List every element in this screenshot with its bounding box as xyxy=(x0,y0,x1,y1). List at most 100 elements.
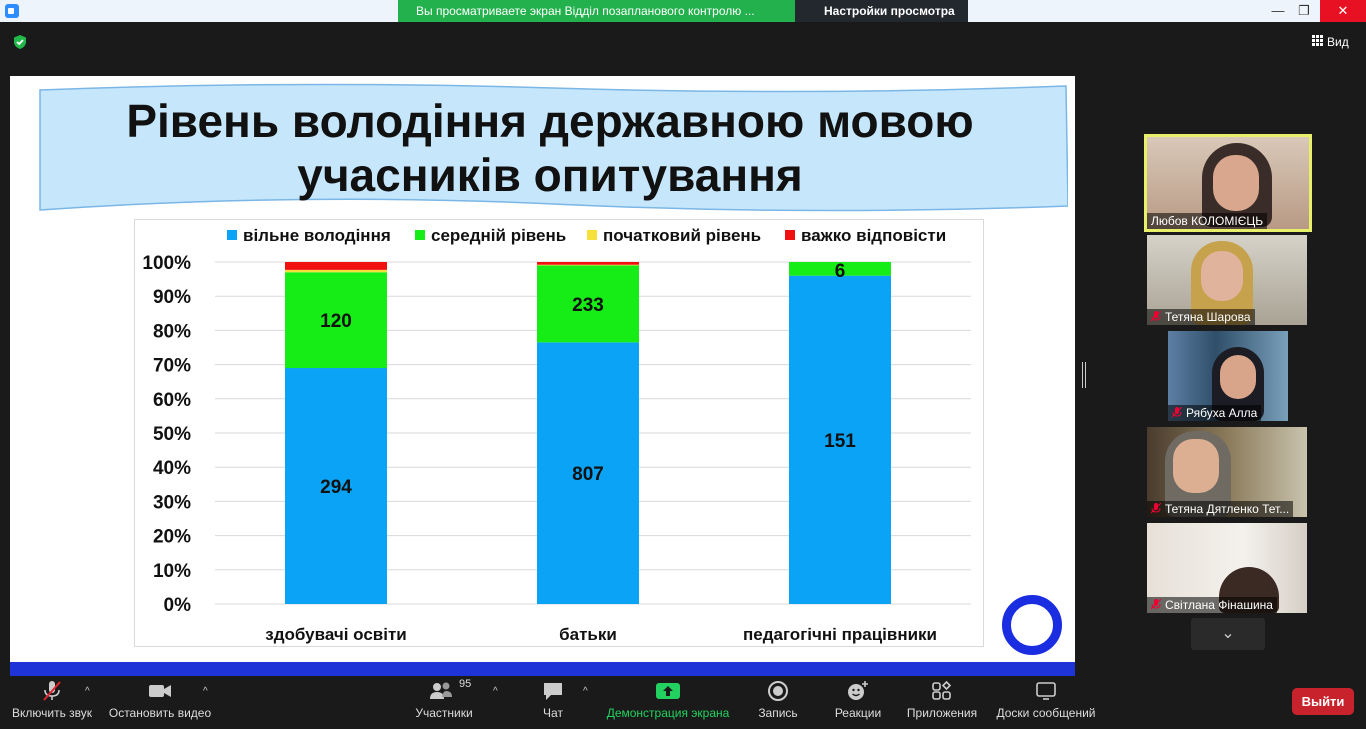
maximize-button[interactable]: ❐ xyxy=(1298,3,1310,18)
person-face xyxy=(1220,355,1256,399)
category-label: педагогічні працівники xyxy=(743,625,937,644)
data-label: 294 xyxy=(320,477,352,498)
participant-tile[interactable]: Тетяна Дятленко Тет... xyxy=(1147,427,1307,517)
audio-options-caret-icon[interactable]: ^ xyxy=(85,686,90,697)
view-label: Вид xyxy=(1327,35,1349,49)
view-settings-dropdown[interactable]: Настройки просмотра ⌄ xyxy=(795,0,968,40)
participant-name: Рябуха Алла xyxy=(1168,405,1262,421)
bar-segment xyxy=(285,368,387,604)
participants-count: 95 xyxy=(459,678,472,690)
data-label: 151 xyxy=(824,431,856,452)
minimize-button[interactable]: — xyxy=(1271,3,1285,18)
legend-label: вільне володіння xyxy=(243,226,391,245)
y-tick-label: 20% xyxy=(153,527,191,548)
legend-label: важко відповісти xyxy=(801,226,946,245)
mic-muted-icon xyxy=(1151,503,1161,514)
y-tick-label: 90% xyxy=(153,287,191,308)
participants-button[interactable]: 95 Участники xyxy=(410,678,478,720)
stacked-bar-chart: 0% 10% 20% 30% 40% 50% 60% 70% 80% 90% 100% вільне … xyxy=(142,226,971,644)
legend-swatch xyxy=(587,230,597,240)
participant-name-text: Тетяна Шарова xyxy=(1165,310,1251,324)
slide-footer-bar xyxy=(10,662,1075,676)
mic-muted-icon xyxy=(1151,311,1161,322)
reactions-button[interactable]: Реакции xyxy=(830,680,886,720)
stop-video-button[interactable]: Остановить видео xyxy=(106,680,214,720)
slide-title-line2: учасників опитування xyxy=(297,149,803,201)
apps-icon xyxy=(932,680,952,700)
apps-button[interactable]: Приложения xyxy=(902,680,982,720)
y-tick-label: 0% xyxy=(164,595,192,616)
whiteboards-button[interactable]: Доски сообщений xyxy=(993,680,1099,720)
participant-tile[interactable]: Тетяна Шарова xyxy=(1147,235,1307,325)
bar-segment xyxy=(285,262,387,270)
participant-tile-active[interactable]: Любов КОЛОМІЄЦЬ xyxy=(1144,134,1312,232)
mic-muted-icon xyxy=(1151,599,1161,610)
window-titlebar: Вы просматриваете экран Відділ позаплано… xyxy=(0,0,1366,40)
person-face xyxy=(1173,439,1219,493)
y-tick-label: 30% xyxy=(153,492,191,513)
category-label: здобувачі освіти xyxy=(265,625,407,644)
zoom-app-icon xyxy=(5,4,19,18)
participants-options-caret-icon[interactable]: ^ xyxy=(493,686,498,697)
data-label: 233 xyxy=(572,295,604,316)
gallery-resize-handle[interactable] xyxy=(1082,362,1086,388)
participant-name: Любов КОЛОМІЄЦЬ xyxy=(1147,213,1268,229)
chevron-down-icon: ⌄ xyxy=(1221,625,1235,642)
participant-name: Тетяна Дятленко Тет... xyxy=(1147,501,1294,517)
data-label: 807 xyxy=(572,464,604,485)
share-screen-label: Демонстрация экрана xyxy=(606,706,730,720)
shield-icon[interactable] xyxy=(12,34,28,50)
legend-swatch xyxy=(227,230,237,240)
video-camera-icon xyxy=(149,685,171,697)
leave-meeting-button[interactable]: Выйти xyxy=(1292,688,1354,715)
shared-screen-slide: Рівень володіння державною мовою учасник… xyxy=(10,76,1075,676)
bar-segment xyxy=(789,275,891,604)
unmute-label: Включить звук xyxy=(11,706,93,720)
participant-tile[interactable]: Рябуха Алла xyxy=(1168,331,1288,421)
data-label: 6 xyxy=(835,261,846,282)
share-screen-button[interactable]: Демонстрация экрана xyxy=(602,680,734,720)
bar-segment xyxy=(537,262,639,265)
chat-button[interactable]: Чат xyxy=(533,680,573,720)
participant-tile[interactable]: Світлана Фінашина xyxy=(1147,523,1307,613)
participant-name: Тетяна Шарова xyxy=(1147,309,1255,325)
whiteboard-icon xyxy=(1036,682,1056,700)
chat-label: Чат xyxy=(543,706,563,720)
slide-title: Рівень володіння державною мовою учасник… xyxy=(50,94,1050,202)
person-face xyxy=(1213,155,1259,211)
legend-swatch xyxy=(785,230,795,240)
participant-name-text: Світлана Фінашина xyxy=(1165,598,1273,612)
y-tick-label: 80% xyxy=(153,321,191,342)
chat-options-caret-icon[interactable]: ^ xyxy=(583,686,588,697)
y-tick-label: 50% xyxy=(153,424,191,445)
participant-name-text: Тетяна Дятленко Тет... xyxy=(1165,502,1290,516)
record-button[interactable]: Запись xyxy=(753,680,803,720)
share-banner[interactable]: Вы просматриваете экран Відділ позаплано… xyxy=(398,0,795,22)
record-icon xyxy=(768,681,788,701)
participant-name-text: Рябуха Алла xyxy=(1186,406,1258,420)
view-settings-label: Настройки просмотра xyxy=(824,4,955,18)
grid-icon xyxy=(1312,35,1323,46)
y-tick-label: 10% xyxy=(153,561,191,582)
bar-segment xyxy=(789,262,891,276)
bar-segment xyxy=(537,342,639,604)
gallery-scroll-down-button[interactable]: ⌄ xyxy=(1191,618,1265,650)
bar-segment xyxy=(537,264,639,266)
person-face xyxy=(1201,251,1243,301)
unmute-button[interactable]: Включить звук xyxy=(8,680,96,720)
apps-label: Приложения xyxy=(906,706,978,720)
chat-bubble-icon xyxy=(544,683,562,700)
y-tick-label: 60% xyxy=(153,390,191,411)
chart-container: 0% 10% 20% 30% 40% 50% 60% 70% 80% 90% 100% вільне … xyxy=(134,219,984,647)
y-tick-label: 100% xyxy=(142,253,191,274)
participants-label: Участники xyxy=(415,706,473,720)
presentation-ring-icon xyxy=(1002,595,1062,655)
legend-label: початковий рівень xyxy=(603,226,761,245)
stop-video-label: Остановить видео xyxy=(108,706,212,720)
video-options-caret-icon[interactable]: ^ xyxy=(203,686,208,697)
view-button[interactable]: Вид xyxy=(1312,35,1349,49)
y-tick-label: 40% xyxy=(153,458,191,479)
title-banner-shape xyxy=(39,83,1068,212)
slide-title-line1: Рівень володіння державною мовою xyxy=(126,95,974,147)
close-window-button[interactable]: ✕ xyxy=(1320,0,1366,22)
